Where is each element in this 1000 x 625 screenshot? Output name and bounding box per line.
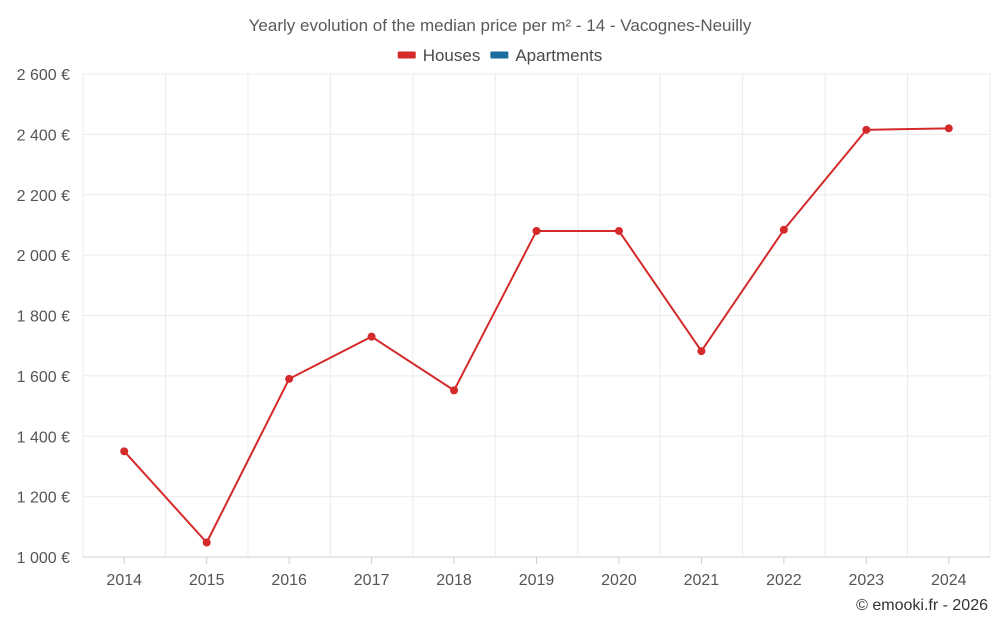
data-point-houses-2018[interactable] xyxy=(450,386,459,395)
data-point-houses-2020[interactable] xyxy=(614,226,623,235)
x-tick-label: 2015 xyxy=(189,572,225,589)
x-tick-label: 2014 xyxy=(106,572,142,589)
legend-label-apartments[interactable]: Apartments xyxy=(515,46,602,65)
legend-swatch-houses[interactable] xyxy=(397,51,416,59)
data-point-houses-2024[interactable] xyxy=(944,124,953,133)
y-tick-label: 1 200 € xyxy=(17,490,70,507)
data-point-houses-2023[interactable] xyxy=(862,125,871,134)
x-tick-label: 2019 xyxy=(519,572,555,589)
x-tick-label: 2017 xyxy=(354,572,390,589)
y-tick-label: 1 600 € xyxy=(17,369,70,386)
x-tick-label: 2024 xyxy=(931,572,967,589)
axes: 1 000 € 1 200 € 1 400 € 1 600 € 1 800 € 2 000… xyxy=(17,67,990,589)
data-point-houses-2016[interactable] xyxy=(285,374,294,383)
y-tick-label: 1 800 € xyxy=(17,309,70,326)
y-tick-label: 2 600 € xyxy=(17,67,70,84)
x-tick-label: 2022 xyxy=(766,572,802,589)
data-point-houses-2017[interactable] xyxy=(367,332,376,341)
series-layer xyxy=(120,124,953,547)
x-tick-label: 2020 xyxy=(601,572,637,589)
data-point-houses-2022[interactable] xyxy=(779,225,788,234)
y-tick-label: 1 000 € xyxy=(17,550,70,567)
grid xyxy=(82,73,991,558)
y-tick-label: 1 400 € xyxy=(17,429,70,446)
chart-title: Yearly evolution of the median price per… xyxy=(249,16,752,35)
x-tick-label: 2023 xyxy=(849,572,885,589)
legend: Houses Apartments xyxy=(397,46,602,65)
y-tick-label: 2 200 € xyxy=(17,188,70,205)
x-tick-label: 2018 xyxy=(436,572,472,589)
x-tick-label: 2021 xyxy=(684,572,720,589)
legend-label-houses[interactable]: Houses xyxy=(423,46,481,65)
x-tick-label: 2016 xyxy=(271,572,307,589)
y-tick-label: 2 400 € xyxy=(17,127,70,144)
legend-swatch-apartments[interactable] xyxy=(490,51,509,59)
data-point-houses-2015[interactable] xyxy=(202,538,211,547)
credit-text: © emooki.fr - 2026 xyxy=(856,597,988,614)
data-point-houses-2021[interactable] xyxy=(697,347,706,356)
y-tick-label: 2 000 € xyxy=(17,248,70,265)
data-point-houses-2014[interactable] xyxy=(120,447,129,456)
data-point-houses-2019[interactable] xyxy=(532,226,541,235)
